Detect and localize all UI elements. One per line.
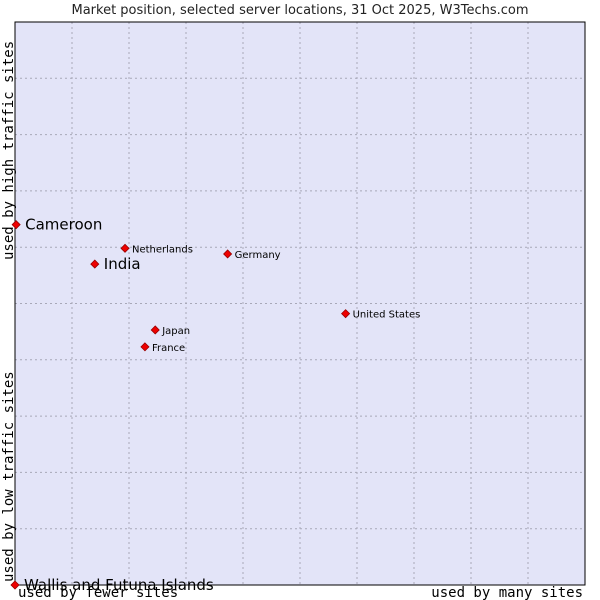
point-label-france: France <box>152 343 185 354</box>
plot-border <box>14 21 586 586</box>
grid-lines <box>15 22 585 585</box>
point-label-india: India <box>104 255 141 273</box>
point-marker-wallis-and-futuna-islands <box>10 580 20 590</box>
point-marker-netherlands <box>120 243 130 253</box>
x-axis-label-right: used by many sites <box>431 585 583 600</box>
point-label-cameroon: Cameroon <box>25 216 102 234</box>
y-axis-label-top: used by high traffic sites <box>1 41 17 260</box>
point-marker-france <box>140 342 150 352</box>
point-marker-germany <box>223 249 233 259</box>
point-label-united-states: United States <box>353 310 421 321</box>
point-label-netherlands: Netherlands <box>132 244 193 255</box>
point-label-japan: Japan <box>161 326 190 337</box>
y-axis-label-bottom: used by low traffic sites <box>1 371 17 582</box>
x-axis-label-left: used by fewer sites <box>18 585 178 600</box>
point-label-germany: Germany <box>235 250 281 261</box>
point-label-wallis-and-futuna-islands: Wallis and Futuna Islands <box>24 576 214 594</box>
point-marker-india <box>90 259 100 269</box>
point-marker-united-states <box>341 309 351 319</box>
chart-title: Market position, selected server locatio… <box>71 3 528 18</box>
point-marker-japan <box>150 325 160 335</box>
point-marker-cameroon <box>11 220 21 230</box>
